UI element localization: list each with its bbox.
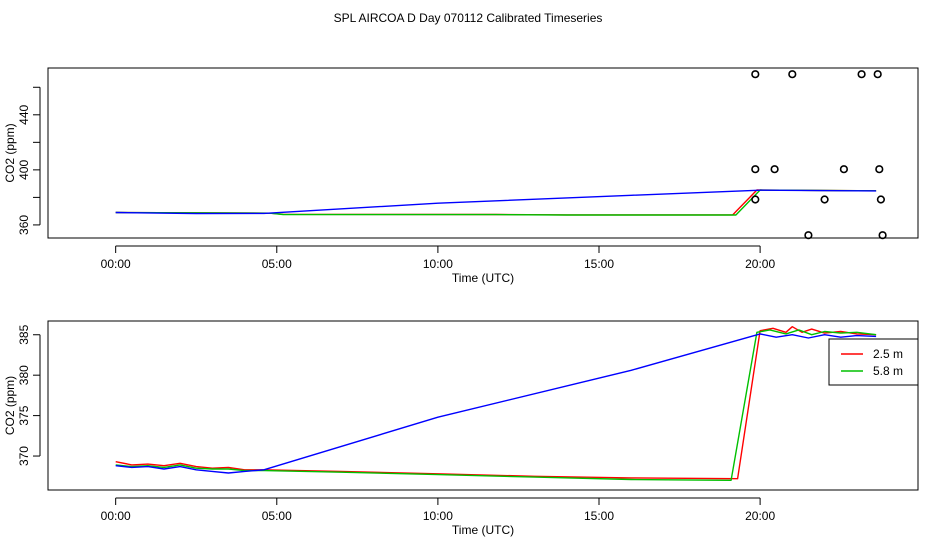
series-line-0 (115, 326, 877, 480)
y-axis-label: CO2 (ppm) (3, 376, 17, 435)
legend: 2.5 m 5.8 m (828, 338, 919, 386)
data-point (770, 165, 779, 174)
x-tick-label: 05:00 (262, 257, 292, 271)
data-point (857, 70, 866, 79)
data-point (876, 195, 886, 204)
plot-frame (47, 67, 919, 239)
data-point (751, 70, 760, 79)
x-tick-label: 20:00 (745, 509, 775, 523)
legend-box (828, 338, 919, 386)
x-tick-label: 00:00 (101, 257, 131, 271)
x-tick-label: 15:00 (584, 257, 614, 271)
data-point (751, 195, 760, 204)
y-tick-label: 375 (17, 405, 31, 425)
series-line-2 (115, 333, 877, 474)
y-axis-label: CO2 (ppm) (3, 123, 17, 182)
data-point (875, 165, 884, 174)
y-tick-label: 385 (17, 324, 31, 344)
series-line-1 (115, 329, 877, 481)
legend-label: 5.8 m (873, 364, 903, 378)
legend-label: 2.5 m (873, 347, 903, 361)
y-tick-label: 440 (17, 104, 31, 124)
x-tick-label: 10:00 (423, 509, 453, 523)
x-axis-label: Time (UTC) (452, 271, 514, 285)
x-tick-label: 15:00 (584, 509, 614, 523)
x-tick-label: 05:00 (262, 509, 292, 523)
x-tick-label: 20:00 (745, 257, 775, 271)
chart-top: 00:00 05:00 10:00 15:00 20:00 Time (UTC) 360 40… (3, 67, 919, 285)
plot-frame (47, 320, 919, 491)
series-line-1 (115, 189, 877, 216)
x-axis-label: Time (UTC) (452, 523, 514, 537)
y-tick-label: 380 (17, 365, 31, 385)
y-tick-label: 360 (17, 215, 31, 235)
x-tick-label: 10:00 (423, 257, 453, 271)
figure-title: SPL AIRCOA D Day 070112 Calibrated Times… (334, 11, 603, 25)
y-tick-label: 370 (17, 446, 31, 466)
data-point (751, 165, 760, 174)
series-line-0 (115, 189, 877, 216)
data-point (839, 165, 849, 174)
chart-bottom: 00:00 05:00 10:00 15:00 20:00 Time (UTC) 370 37… (3, 320, 919, 537)
data-point (820, 195, 829, 204)
series-line-2 (115, 189, 877, 215)
data-point (873, 70, 882, 79)
x-tick-label: 00:00 (101, 509, 131, 523)
y-tick-label: 400 (17, 160, 31, 180)
data-point (788, 70, 797, 79)
